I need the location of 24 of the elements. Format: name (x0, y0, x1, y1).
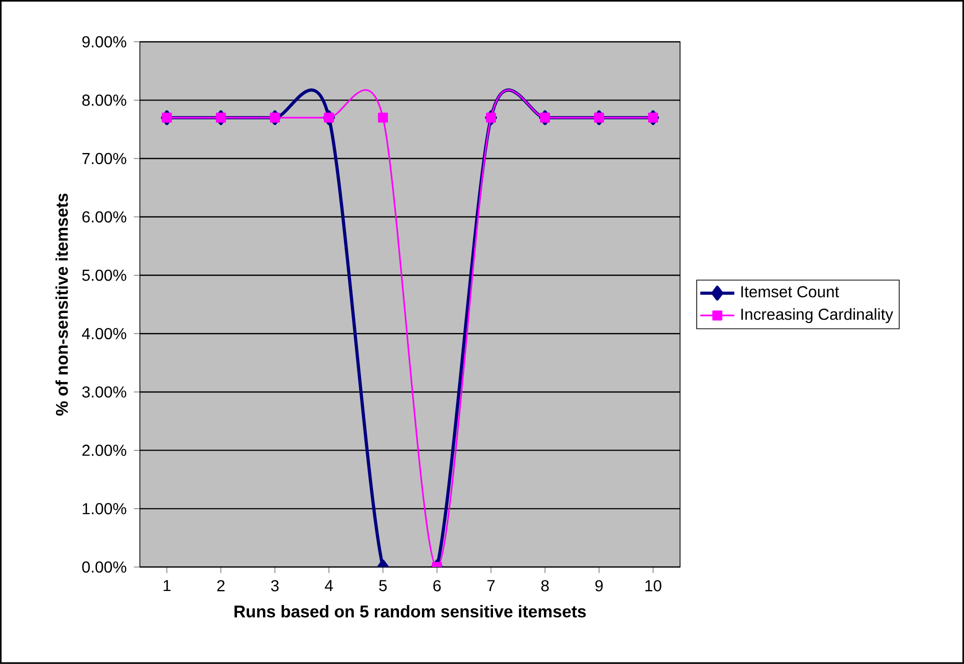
x-axis-title: Runs based on 5 random sensitive itemsets (234, 605, 586, 618)
x-tick-label: 5 (379, 580, 387, 592)
x-tick-label: 9 (595, 580, 603, 592)
x-tick-label: 3 (271, 580, 279, 592)
x-tick-label: 1 (164, 580, 171, 592)
y-tick-label: 2.00% (82, 444, 126, 456)
legend-label: Increasing Cardinality (741, 308, 894, 324)
y-tick-label: 8.00% (82, 94, 126, 106)
y-tick-label: 9.00% (82, 36, 126, 48)
x-tick-label: 8 (541, 580, 549, 592)
x-tick-label: 7 (487, 580, 495, 592)
x-tick-label: 2 (217, 580, 225, 592)
y-tick-label: 1.00% (82, 503, 126, 514)
y-tick-label: 7.00% (82, 152, 126, 164)
y-tick-label: 3.00% (82, 386, 126, 398)
y-tick-label: 6.00% (82, 211, 126, 223)
y-tick-label: 5.00% (82, 270, 126, 281)
x-tick-label: 4 (324, 580, 333, 592)
y-tick-label: 0.00% (82, 561, 126, 573)
y-axis-title: % of non-sensitive itemsets (55, 194, 68, 416)
x-tick-label: 6 (433, 580, 441, 592)
x-tick-label: 10 (645, 580, 662, 592)
y-tick-label: 4.00% (82, 328, 126, 340)
legend-label: Itemset Count (741, 286, 840, 298)
